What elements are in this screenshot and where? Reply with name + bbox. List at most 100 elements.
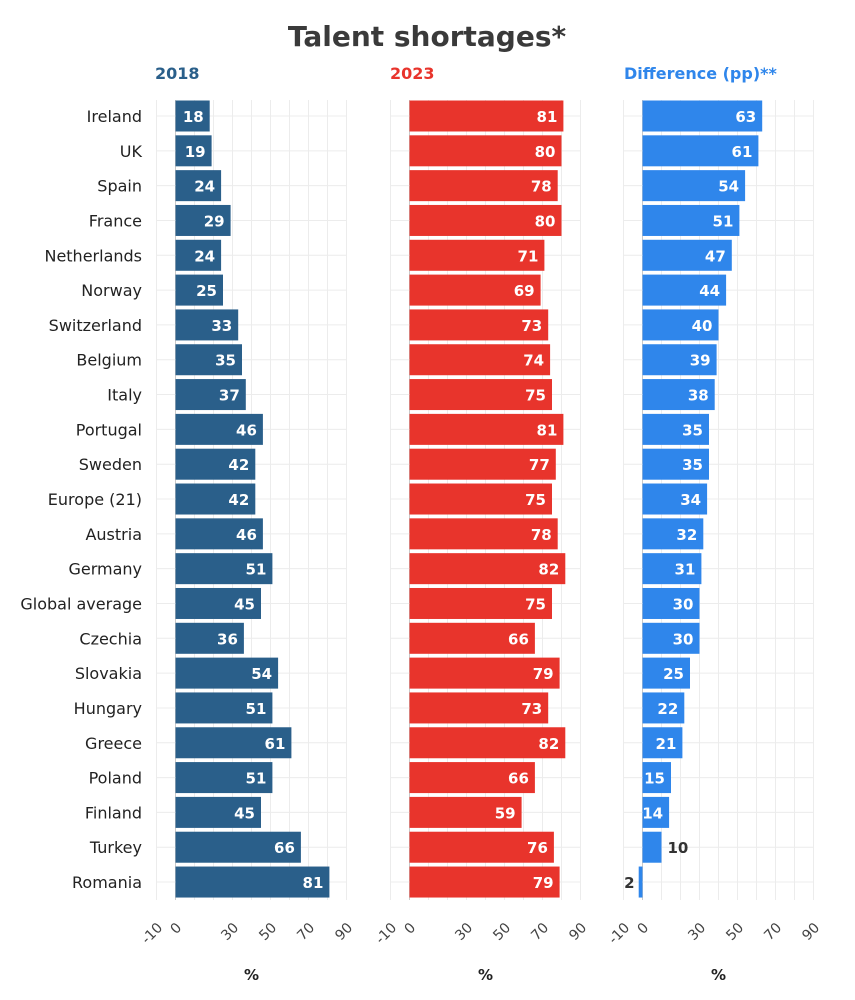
value-label: 82 [538,561,559,579]
value-label: 66 [508,630,529,648]
bar-ireland [642,100,763,132]
value-label: 10 [668,839,689,857]
bar-ireland [175,100,210,132]
tick-label: 90 [332,920,356,944]
bar-ireland [409,100,564,132]
value-label: 19 [185,143,206,161]
bar-switzerland [642,309,719,341]
value-label: 71 [518,247,539,265]
value-label: 18 [183,108,204,126]
bar-czechia [175,622,244,654]
bar-sweden [642,448,709,480]
value-label: 81 [303,874,324,892]
tick-label: 70 [294,920,318,944]
bar-poland [642,762,671,794]
value-label: 76 [527,839,548,857]
value-label: 66 [274,839,295,857]
bar-finland [409,796,522,828]
category-label: Slovakia [75,664,142,683]
value-label: 15 [644,770,665,788]
bar-portugal [642,413,709,445]
value-label: 51 [246,561,267,579]
category-label: Finland [85,803,142,822]
bar-slovakia [409,657,560,689]
bar-spain [175,170,222,202]
value-label: 80 [535,143,556,161]
panel-title: Difference (pp)** [624,64,778,83]
bar-romania [638,866,643,898]
category-label: Belgium [76,351,142,370]
bar-netherlands [642,239,732,271]
value-label: 42 [228,491,249,509]
bar-portugal [409,413,564,445]
category-labels: Ireland UK Spain France Netherlands Norway Swi… [20,107,142,892]
tick-label: 50 [723,920,747,944]
tick-label: 90 [799,920,823,944]
value-label: 24 [194,178,215,196]
value-label: 69 [514,282,535,300]
bar-slovakia [642,657,690,689]
category-label: Czechia [79,629,142,648]
value-label: 51 [246,770,267,788]
tick-label: 30 [218,920,242,944]
value-label: 74 [523,352,544,370]
value-label: 75 [525,387,546,405]
value-label: 25 [663,665,684,683]
bar-greece [642,727,683,759]
value-label: 45 [234,804,255,822]
value-label: 78 [531,178,552,196]
category-label: Turkey [89,838,142,857]
bar-greece [175,727,292,759]
bar-turkey [175,831,301,863]
tick-label: -10 [606,920,633,947]
bar-france [409,204,562,236]
value-label: 79 [533,874,554,892]
category-label: Global average [20,594,142,613]
tick-label: -10 [373,920,400,947]
bar-finland [175,796,261,828]
value-label: 35 [215,352,236,370]
bar-greece [409,727,566,759]
tick-label: 50 [490,920,514,944]
bar-spain [642,170,746,202]
value-label: 33 [211,317,232,335]
bar-global-average [409,587,552,619]
bar-czechia [642,622,700,654]
value-label: 38 [688,387,709,405]
value-label: 30 [673,630,694,648]
value-label: 24 [194,247,215,265]
value-label: 81 [537,421,558,439]
value-label: 34 [680,491,701,509]
value-label: 14 [642,804,663,822]
bar-slovakia [175,657,279,689]
x-axis-label: % [478,966,493,984]
value-label: 2 [624,874,634,892]
tick-label: -10 [139,920,166,947]
bar-czechia [409,622,535,654]
bar-switzerland [175,309,239,341]
value-label: 32 [676,526,697,544]
category-label: Europe (21) [48,490,142,509]
x-axis-label: % [244,966,259,984]
bar-hungary [175,692,273,724]
tick-label: 50 [256,920,280,944]
value-label: 75 [525,595,546,613]
value-label: 29 [204,212,225,230]
bar-romania [175,866,330,898]
bar-finland [642,796,670,828]
category-label: Sweden [79,455,142,474]
value-label: 22 [657,700,678,718]
category-label: Netherlands [44,246,142,265]
tick-label: 0 [402,920,420,938]
category-label: Greece [85,734,142,753]
category-label: Italy [107,386,142,405]
bar-portugal [175,413,263,445]
value-label: 75 [525,491,546,509]
category-label: Romania [72,873,142,892]
bar-netherlands [175,239,222,271]
value-label: 44 [699,282,720,300]
bar-europe-21- [175,483,256,515]
value-label: 77 [529,456,550,474]
tick-label: 70 [761,920,785,944]
category-label: Germany [68,560,142,579]
